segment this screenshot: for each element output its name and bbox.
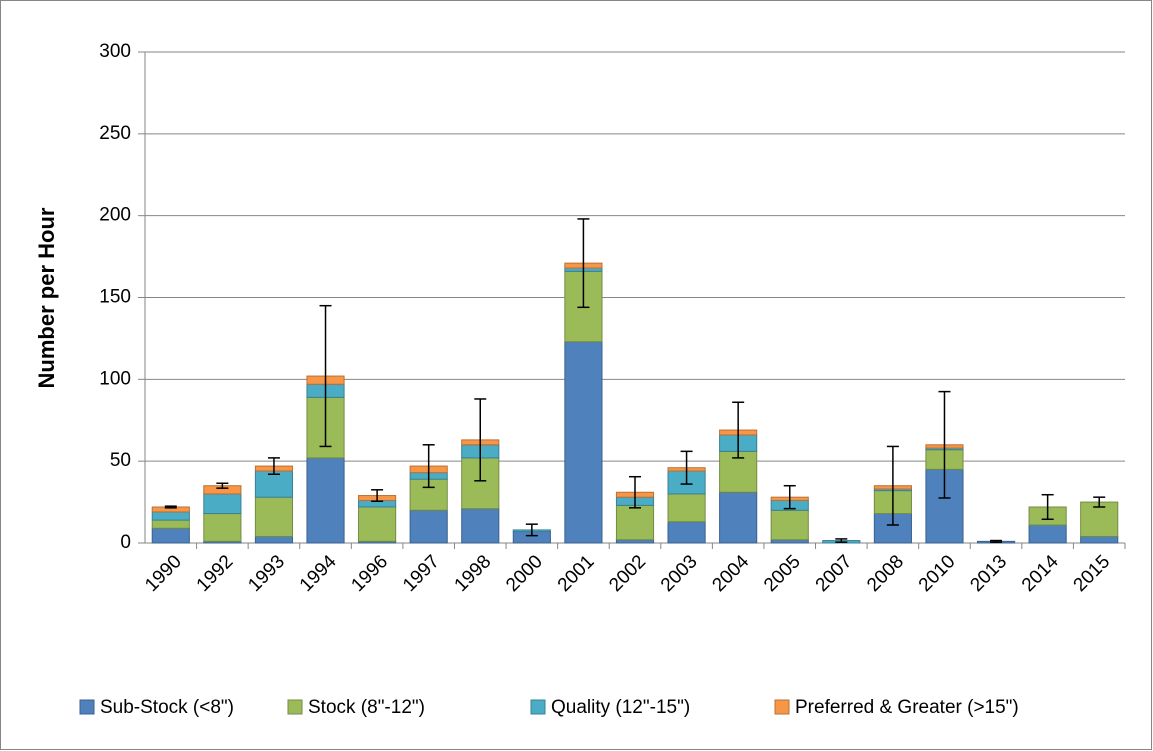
y-tick-label: 100 [99, 368, 131, 389]
y-tick-label: 50 [110, 450, 131, 471]
legend-label: Sub-Stock (<8") [100, 697, 234, 718]
bar-segment [564, 341, 603, 544]
bar-segment [1080, 535, 1119, 544]
bar-segment [409, 509, 448, 544]
legend-swatch [530, 699, 546, 715]
bar-segment [667, 493, 706, 523]
bar-segment [719, 491, 758, 544]
bar-segment [358, 506, 397, 542]
bar-segment [254, 535, 294, 544]
y-tick-label: 250 [99, 123, 131, 144]
y-tick-label: 300 [99, 41, 131, 62]
bar-segment [254, 496, 294, 537]
legend-swatch [774, 699, 790, 715]
y-axis-label: Number per Hour [34, 207, 59, 388]
bar-segment [203, 493, 242, 515]
legend-label: Quality (12"-15") [551, 697, 690, 718]
bar-segment [1028, 524, 1067, 544]
bar-segment [151, 519, 190, 529]
legend-swatch [287, 699, 303, 715]
bar-segment [203, 513, 242, 542]
bar-segment [151, 511, 190, 521]
bar-segment [306, 457, 345, 544]
y-tick-label: 150 [99, 287, 131, 308]
legend-swatch [79, 699, 95, 715]
legend-label: Stock (8"-12") [308, 697, 425, 718]
bar-segment [770, 509, 809, 541]
bar-segment [667, 521, 706, 544]
y-tick-label: 0 [120, 532, 131, 553]
y-tick-label: 200 [99, 205, 131, 226]
legend-label: Preferred & Greater (>15") [795, 697, 1019, 718]
bar-segment [615, 504, 655, 541]
bar-segment [461, 508, 500, 544]
bar-segment [151, 527, 190, 544]
bar-segment [254, 470, 294, 498]
